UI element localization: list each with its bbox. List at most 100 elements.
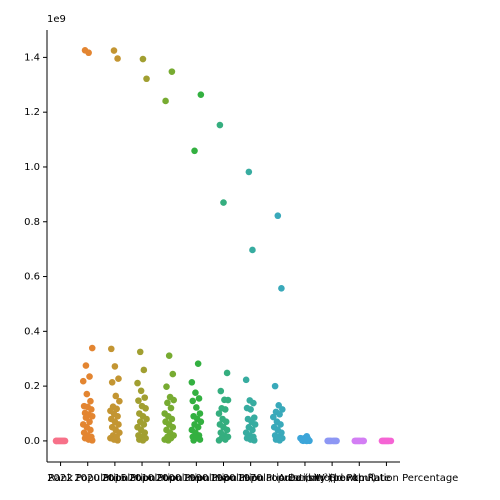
point — [215, 437, 223, 444]
point — [189, 397, 197, 405]
point — [354, 437, 361, 445]
point — [271, 382, 279, 390]
point — [162, 97, 169, 105]
point — [224, 396, 232, 404]
x-tick-label: Density (per km²) — [288, 473, 376, 484]
point — [194, 423, 202, 431]
point — [141, 394, 149, 401]
point — [222, 418, 230, 426]
x-tick-label: 1970 Population — [237, 473, 318, 484]
y-tick-label: 1.2 — [24, 107, 40, 118]
y-tick-label: 0.0 — [24, 436, 40, 447]
point — [249, 246, 256, 254]
point — [194, 360, 202, 367]
point — [88, 406, 95, 413]
point — [250, 437, 258, 444]
point — [110, 47, 118, 54]
point — [251, 421, 259, 428]
point — [169, 370, 177, 378]
y-tick-label: 0.2 — [24, 381, 40, 392]
x-tick-label: 2022 Population — [47, 473, 128, 484]
point — [113, 405, 120, 413]
point — [250, 399, 257, 407]
point — [137, 387, 145, 395]
point — [167, 404, 175, 412]
x-tick-label: 1980 Population — [210, 473, 291, 484]
point — [196, 410, 204, 417]
point — [170, 396, 177, 404]
x-tick-label: 2010 Population — [129, 473, 210, 484]
point — [242, 376, 250, 384]
y-offset-label: 1e9 — [47, 14, 66, 25]
x-tick-label: World Population Percentage — [315, 473, 459, 484]
point — [196, 436, 204, 443]
point — [139, 437, 147, 444]
point — [169, 423, 177, 431]
point — [111, 363, 119, 370]
point — [197, 418, 205, 426]
point — [114, 55, 121, 62]
point — [86, 418, 93, 426]
point — [134, 379, 141, 387]
y-tick-label: 1.0 — [24, 162, 40, 173]
x-tick-label: 2000 Population — [156, 473, 237, 484]
point — [115, 375, 122, 383]
y-tick-label: 1.4 — [24, 52, 40, 63]
point — [112, 392, 120, 400]
point — [249, 426, 256, 434]
point — [140, 421, 148, 428]
point — [325, 437, 332, 445]
point — [163, 383, 170, 390]
point — [88, 437, 96, 444]
point — [88, 412, 96, 420]
point — [195, 395, 203, 402]
x-tick-label: Growth Rate — [328, 473, 390, 484]
point — [191, 147, 198, 155]
point — [193, 404, 200, 411]
point — [143, 75, 150, 83]
point — [360, 437, 368, 445]
y-tick-label: 0.8 — [24, 217, 40, 228]
x-tick-label: Area (km²) — [278, 473, 332, 484]
point — [216, 121, 224, 129]
x-tick-label: 2015 Population — [101, 473, 182, 484]
point — [83, 390, 91, 398]
point — [114, 437, 121, 444]
point — [165, 352, 173, 360]
point — [108, 378, 116, 386]
point — [223, 426, 231, 434]
point — [278, 285, 285, 292]
point — [188, 378, 196, 386]
point — [85, 49, 92, 57]
point — [59, 437, 66, 445]
point — [245, 168, 253, 176]
point — [168, 68, 176, 75]
point — [220, 199, 227, 206]
point — [223, 369, 231, 377]
x-tick-label: 1990 Population — [183, 473, 264, 484]
point — [279, 406, 286, 413]
point — [164, 437, 172, 444]
x-tick-label: Rank — [48, 473, 73, 484]
point — [136, 348, 144, 356]
point — [192, 389, 199, 396]
point — [87, 397, 94, 405]
point — [277, 421, 284, 428]
point — [142, 405, 149, 412]
point — [247, 406, 254, 413]
point — [140, 366, 148, 374]
point — [116, 397, 123, 405]
point — [303, 437, 311, 445]
point — [88, 344, 96, 352]
point — [52, 437, 60, 445]
point — [331, 437, 339, 445]
y-tick-label: 0.4 — [24, 326, 40, 337]
point — [115, 421, 122, 428]
point — [114, 412, 121, 420]
point — [107, 345, 115, 353]
point — [164, 399, 171, 407]
point — [143, 415, 150, 423]
point — [135, 397, 142, 404]
point — [215, 410, 223, 417]
